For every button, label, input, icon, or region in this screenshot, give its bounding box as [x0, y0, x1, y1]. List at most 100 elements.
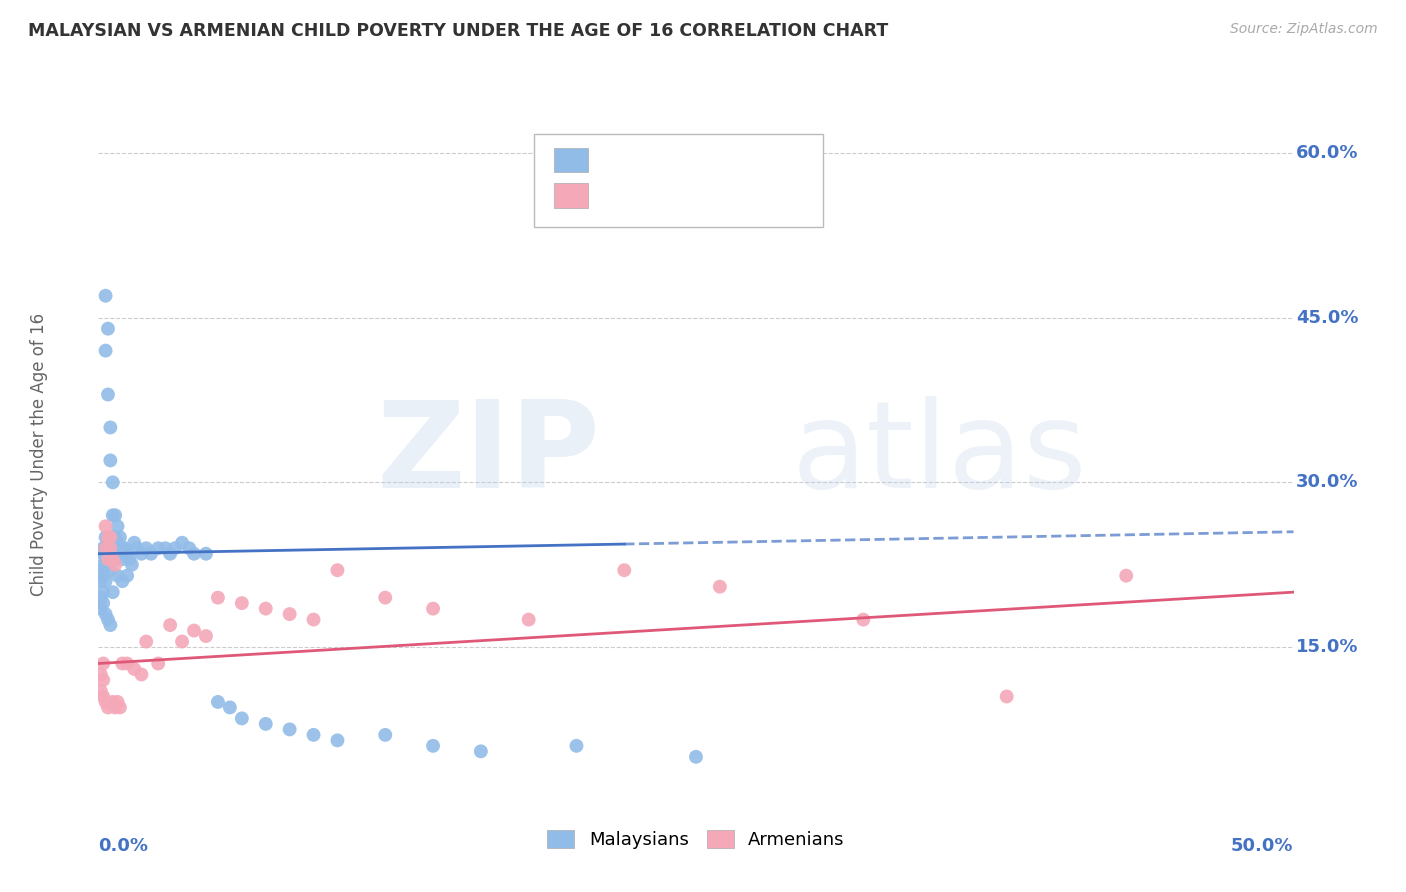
Point	[1115, 568, 1137, 582]
Text: 15.0%: 15.0%	[1296, 638, 1358, 656]
Point	[94, 519, 117, 533]
Point	[131, 547, 153, 561]
Text: Source: ZipAtlas.com: Source: ZipAtlas.com	[1230, 22, 1378, 37]
Point	[111, 657, 134, 671]
Point	[98, 563, 122, 577]
Point	[121, 558, 143, 572]
Point	[98, 552, 122, 566]
Point	[101, 530, 124, 544]
Point	[91, 547, 114, 561]
Point	[104, 508, 127, 523]
Point	[98, 530, 122, 544]
Point	[118, 552, 141, 566]
Point	[163, 541, 186, 556]
Point	[97, 552, 120, 566]
Text: N =: N =	[679, 149, 727, 167]
Point	[159, 547, 181, 561]
Text: 60.0%: 60.0%	[1296, 144, 1358, 162]
Point	[131, 667, 153, 681]
Point	[111, 552, 134, 566]
Point	[91, 568, 114, 582]
Point	[422, 739, 444, 753]
Point	[565, 739, 588, 753]
Point	[101, 695, 124, 709]
Point	[111, 574, 134, 589]
Point	[685, 749, 707, 764]
Text: 43: 43	[733, 185, 758, 202]
Text: ZIP: ZIP	[377, 396, 600, 514]
Point	[183, 547, 205, 561]
Point	[104, 700, 127, 714]
Point	[183, 624, 205, 638]
Point	[155, 541, 177, 556]
Text: 30.0%: 30.0%	[1296, 474, 1358, 491]
Point	[101, 585, 124, 599]
Point	[148, 541, 170, 556]
Point	[114, 541, 136, 556]
Point	[517, 613, 540, 627]
Point	[94, 541, 117, 556]
Point	[90, 667, 112, 681]
Point	[194, 629, 217, 643]
Point	[231, 596, 253, 610]
Point	[172, 634, 194, 648]
Point	[107, 535, 129, 549]
Point	[94, 574, 117, 589]
Point	[231, 711, 253, 725]
Point	[91, 690, 114, 704]
Point	[148, 657, 170, 671]
Point	[94, 607, 117, 621]
Point	[124, 535, 146, 549]
Point	[98, 453, 122, 467]
Point	[179, 541, 201, 556]
Point	[108, 541, 131, 556]
Text: Child Poverty Under the Age of 16: Child Poverty Under the Age of 16	[30, 313, 48, 597]
Point	[94, 289, 117, 303]
Text: 50.0%: 50.0%	[1232, 837, 1294, 855]
Point	[302, 613, 325, 627]
Text: atlas: atlas	[792, 396, 1087, 514]
Point	[302, 728, 325, 742]
Point	[326, 563, 349, 577]
Point	[107, 568, 129, 582]
Point	[613, 563, 636, 577]
Point	[90, 684, 112, 698]
Text: 0.0%: 0.0%	[98, 837, 149, 855]
Point	[115, 657, 138, 671]
Point	[101, 475, 124, 490]
Point	[98, 420, 122, 434]
Point	[207, 695, 229, 709]
Point	[91, 673, 114, 687]
Text: 0.159: 0.159	[634, 185, 690, 202]
Point	[90, 591, 112, 605]
Point	[104, 558, 127, 572]
Point	[278, 723, 301, 737]
Point	[91, 585, 114, 599]
Point	[159, 618, 181, 632]
Text: R =: R =	[598, 149, 634, 167]
Point	[124, 662, 146, 676]
Point	[108, 530, 131, 544]
Point	[422, 601, 444, 615]
Point	[254, 717, 277, 731]
Point	[91, 596, 114, 610]
Point	[104, 530, 127, 544]
Point	[97, 700, 120, 714]
Point	[709, 580, 731, 594]
Point	[94, 541, 117, 556]
Point	[995, 690, 1018, 704]
Point	[194, 547, 217, 561]
Point	[97, 613, 120, 627]
Point	[97, 321, 120, 335]
Point	[90, 601, 112, 615]
Point	[326, 733, 349, 747]
Point	[97, 541, 120, 556]
Point	[97, 558, 120, 572]
Point	[374, 591, 396, 605]
Point	[207, 591, 229, 605]
Point	[97, 387, 120, 401]
Text: 0.048: 0.048	[634, 149, 692, 167]
Point	[115, 547, 138, 561]
Point	[111, 541, 134, 556]
Point	[108, 700, 131, 714]
